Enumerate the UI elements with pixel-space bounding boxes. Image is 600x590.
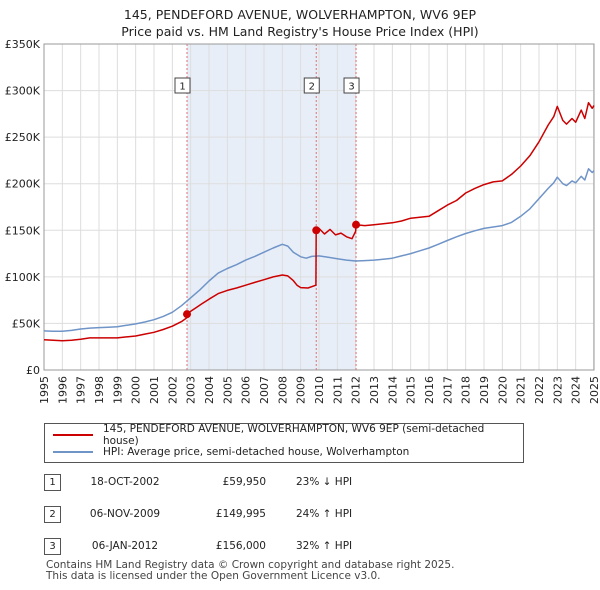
legend-swatch-property <box>53 434 93 436</box>
y-tick-label: £50K <box>12 317 41 330</box>
sale-number-badge: 2 <box>44 506 61 523</box>
sale-point <box>183 310 191 319</box>
legend-swatch-hpi <box>53 451 93 453</box>
legend-label-hpi: HPI: Average price, semi-detached house,… <box>103 446 410 458</box>
x-tick-label: 2002 <box>166 376 179 404</box>
y-tick-label: £300K <box>5 85 41 98</box>
x-tick-label: 2014 <box>386 376 399 404</box>
x-tick-label: 2015 <box>405 376 418 404</box>
sale-number-badge: 1 <box>44 474 61 491</box>
x-tick-label: 2010 <box>313 376 326 404</box>
sale-label-number: 2 <box>309 82 315 93</box>
legend-label-property: 145, PENDEFORD AVENUE, WOLVERHAMPTON, WV… <box>102 423 485 447</box>
sale-point <box>352 220 361 229</box>
footer-attribution: Contains HM Land Registry data © Crown c… <box>46 560 454 582</box>
x-tick-label: 1995 <box>38 376 51 404</box>
sale-label-box <box>343 77 360 94</box>
chart-title: 145, PENDEFORD AVENUE, WOLVERHAMPTON, WV… <box>0 6 600 40</box>
price-chart: £0 £50K £100K £150K £200K £250K £300K £350K 1995… <box>5 38 600 404</box>
x-tick-label: 2011 <box>331 376 344 404</box>
sale-date: 06-NOV-2009 <box>89 508 161 520</box>
y-tick-label: £0 <box>26 364 40 377</box>
x-tick-label: 2009 <box>295 376 308 404</box>
series-line-hpi <box>43 168 595 333</box>
x-tick-label: 2001 <box>148 376 161 404</box>
title-line-2: Price paid vs. HM Land Registry's House … <box>121 24 479 39</box>
x-tick-label: 2025 <box>588 376 600 404</box>
x-tick-label: 2022 <box>533 376 546 404</box>
y-tick-label: £200K <box>5 178 41 191</box>
sale-label-number: 3 <box>348 82 354 93</box>
x-tick-label: 2000 <box>130 376 143 404</box>
sale-price: £149,995 <box>215 508 266 520</box>
sale-label-number: 1 <box>179 82 185 93</box>
x-tick-label: 2016 <box>423 376 436 404</box>
x-tick-label: 2021 <box>515 376 528 404</box>
shaded-period <box>187 44 357 370</box>
x-tick-label: 2006 <box>240 376 253 404</box>
sale-row: 2 06-NOV-2009 £149,995 24% ↑ HPI <box>44 506 564 526</box>
sale-hpi-diff: 23% ↓ HPI <box>296 476 353 488</box>
sale-date: 06-JAN-2012 <box>91 540 159 552</box>
y-tick-label: £250K <box>5 131 41 144</box>
x-tick-label: 2012 <box>350 376 363 404</box>
x-tick-label: 2003 <box>185 376 198 404</box>
title-line-1: 145, PENDEFORD AVENUE, WOLVERHAMPTON, WV… <box>123 7 477 22</box>
sale-price: £59,950 <box>222 476 266 488</box>
legend-item-hpi: HPI: Average price, semi-detached house,… <box>53 444 409 460</box>
sale-point <box>312 226 321 235</box>
footer-line-1: Contains HM Land Registry data © Crown c… <box>46 559 455 571</box>
y-tick-label: £100K <box>5 271 41 284</box>
y-tick-label: £150K <box>5 224 41 237</box>
sale-row: 3 06-JAN-2012 £156,000 32% ↑ HPI <box>44 538 564 558</box>
x-tick-label: 2019 <box>478 376 491 404</box>
sale-date: 18-OCT-2002 <box>90 476 160 488</box>
x-tick-label: 2024 <box>570 376 583 404</box>
legend-item-property: 145, PENDEFORD AVENUE, WOLVERHAMPTON, WV… <box>53 423 523 447</box>
x-tick-label: 2005 <box>221 376 234 404</box>
sale-row: 1 18-OCT-2002 £59,950 23% ↓ HPI <box>44 474 564 494</box>
x-tick-label: 2017 <box>441 376 454 404</box>
sale-hpi-diff: 32% ↑ HPI <box>296 540 353 552</box>
sale-hpi-diff: 24% ↑ HPI <box>296 508 353 520</box>
x-tick-label: 1996 <box>56 376 69 404</box>
footer-line-2: This data is licensed under the Open Gov… <box>46 570 381 582</box>
x-tick-label: 2008 <box>276 376 289 404</box>
plot-frame <box>43 43 595 371</box>
x-tick-label: 2013 <box>368 376 381 404</box>
x-tick-label: 1997 <box>75 376 88 404</box>
y-tick-label: £350K <box>5 38 41 51</box>
sale-number-badge: 3 <box>44 538 61 555</box>
x-tick-label: 2023 <box>551 376 564 404</box>
x-tick-label: 2004 <box>203 376 216 404</box>
sale-label-box <box>303 77 320 94</box>
sale-label-box <box>174 77 191 94</box>
legend: 145, PENDEFORD AVENUE, WOLVERHAMPTON, WV… <box>44 423 524 463</box>
series-line-property <box>43 101 595 342</box>
x-tick-label: 1998 <box>93 376 106 404</box>
sale-price: £156,000 <box>215 540 266 552</box>
x-tick-label: 2020 <box>496 376 509 404</box>
x-tick-label: 2007 <box>258 376 271 404</box>
x-tick-label: 1999 <box>111 376 124 404</box>
x-tick-label: 2018 <box>460 376 473 404</box>
